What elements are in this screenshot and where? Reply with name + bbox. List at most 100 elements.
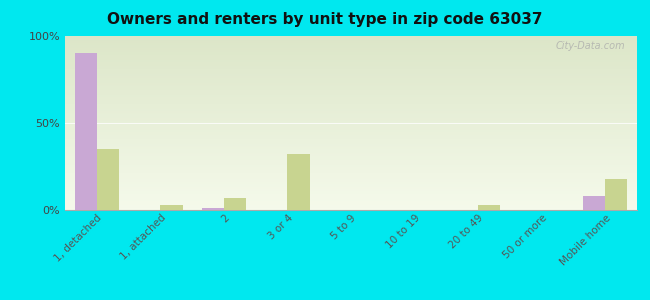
Bar	[65, 135, 637, 137]
Bar	[161, 205, 183, 210]
Bar	[287, 154, 309, 210]
Bar	[65, 107, 637, 109]
Bar	[65, 180, 637, 182]
Bar	[65, 151, 637, 153]
Bar	[65, 69, 637, 71]
Bar	[65, 118, 637, 119]
Bar	[65, 194, 637, 196]
Bar	[65, 142, 637, 144]
Bar	[478, 205, 500, 210]
Bar	[65, 106, 637, 107]
Bar	[605, 179, 627, 210]
Bar	[65, 125, 637, 127]
Bar	[65, 95, 637, 97]
Bar	[65, 90, 637, 92]
Bar	[65, 78, 637, 80]
Bar	[65, 104, 637, 106]
Bar	[65, 46, 637, 48]
Bar	[65, 83, 637, 85]
Bar	[65, 198, 637, 200]
Bar	[65, 206, 637, 208]
Bar	[65, 111, 637, 112]
Bar	[65, 188, 637, 189]
Bar	[65, 100, 637, 102]
Bar	[65, 144, 637, 146]
Bar	[65, 71, 637, 73]
Bar	[65, 57, 637, 58]
Bar	[65, 147, 637, 149]
Bar	[65, 134, 637, 135]
Bar	[65, 62, 637, 64]
Bar	[65, 191, 637, 193]
Bar	[65, 132, 637, 134]
Bar	[65, 149, 637, 151]
Bar	[65, 200, 637, 201]
Bar	[65, 40, 637, 41]
Bar	[65, 73, 637, 74]
Bar	[65, 41, 637, 43]
Text: Owners and renters by unit type in zip code 63037: Owners and renters by unit type in zip c…	[107, 12, 543, 27]
Bar	[65, 92, 637, 93]
Bar	[65, 137, 637, 139]
Bar	[65, 114, 637, 116]
Bar	[65, 85, 637, 86]
Bar	[65, 186, 637, 188]
Bar	[65, 64, 637, 66]
Bar	[65, 116, 637, 118]
Bar	[65, 109, 637, 111]
Bar	[65, 153, 637, 154]
Bar	[65, 127, 637, 128]
Bar	[65, 123, 637, 125]
Bar	[65, 154, 637, 156]
Bar	[65, 86, 637, 88]
Bar	[65, 208, 637, 210]
Bar	[583, 196, 605, 210]
Bar	[65, 55, 637, 57]
Bar	[65, 182, 637, 184]
Bar	[65, 158, 637, 160]
Bar	[65, 38, 637, 40]
Bar	[75, 53, 97, 210]
Bar	[65, 173, 637, 175]
Bar	[65, 88, 637, 90]
Bar	[202, 208, 224, 210]
Bar	[65, 177, 637, 179]
Text: City-Data.com: City-Data.com	[556, 41, 625, 51]
Bar	[65, 175, 637, 177]
Bar	[65, 45, 637, 46]
Bar	[65, 140, 637, 142]
Bar	[65, 74, 637, 76]
Bar	[65, 80, 637, 81]
Bar	[65, 50, 637, 52]
Bar	[65, 128, 637, 130]
Bar	[65, 76, 637, 78]
Bar	[65, 163, 637, 165]
Bar	[65, 172, 637, 173]
Bar	[224, 198, 246, 210]
Bar	[65, 97, 637, 99]
Bar	[65, 156, 637, 158]
Bar	[65, 168, 637, 170]
Bar	[65, 205, 637, 206]
Bar	[65, 36, 637, 38]
Bar	[65, 81, 637, 83]
Bar	[65, 146, 637, 147]
Bar	[65, 130, 637, 132]
Bar	[65, 121, 637, 123]
Bar	[65, 99, 637, 100]
Bar	[65, 193, 637, 194]
Bar	[65, 165, 637, 167]
Bar	[65, 179, 637, 180]
Bar	[65, 67, 637, 69]
Bar	[65, 43, 637, 45]
Bar	[65, 139, 637, 140]
Bar	[65, 60, 637, 62]
Bar	[65, 52, 637, 53]
Bar	[65, 161, 637, 163]
Bar	[65, 167, 637, 168]
Bar	[65, 102, 637, 104]
Bar	[65, 112, 637, 114]
Bar	[65, 184, 637, 186]
Bar	[97, 149, 119, 210]
Bar	[65, 58, 637, 60]
